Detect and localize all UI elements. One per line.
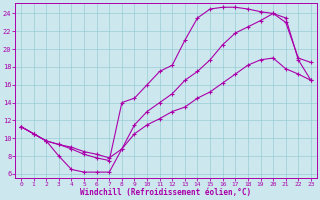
X-axis label: Windchill (Refroidissement éolien,°C): Windchill (Refroidissement éolien,°C) [80, 188, 252, 197]
